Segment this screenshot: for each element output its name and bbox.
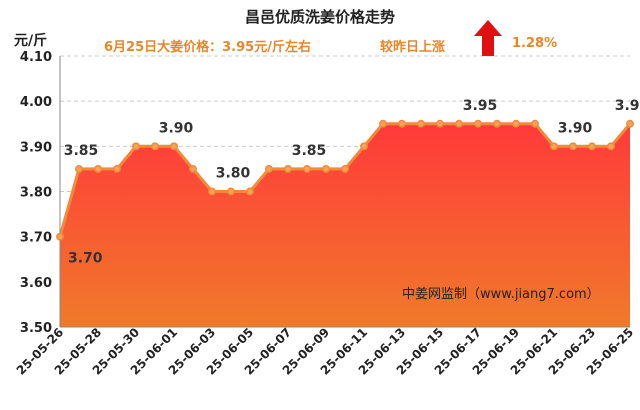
data-point — [56, 232, 64, 241]
up-arrow-icon — [474, 20, 502, 56]
data-point — [265, 164, 273, 173]
y-tick-label: 4.10 — [20, 50, 52, 65]
data-point — [550, 142, 558, 151]
y-tick-label: 3.90 — [20, 140, 52, 155]
data-point — [455, 119, 463, 128]
change-percent: 1.28% — [512, 36, 558, 51]
change-note: 较昨日上涨 — [380, 40, 446, 55]
data-point — [322, 164, 330, 173]
data-label: 3.85 — [64, 143, 99, 159]
data-point — [246, 187, 254, 196]
data-point — [607, 142, 615, 151]
data-point — [417, 119, 425, 128]
data-point — [75, 164, 83, 173]
data-point — [284, 164, 292, 173]
data-point — [379, 119, 387, 128]
watermark: 中姜网监制（www.jiang7.com） — [402, 287, 600, 302]
data-point — [341, 164, 349, 173]
data-point — [626, 119, 634, 128]
data-label: 3.95 — [615, 98, 640, 114]
chart-title: 昌邑优质洗姜价格走势 — [244, 8, 395, 26]
data-point — [436, 119, 444, 128]
x-tick-labels: 25-05-2625-05-2825-05-3025-06-0125-06-03… — [14, 325, 636, 377]
data-points — [56, 119, 634, 241]
y-tick-labels: 3.50 3.60 3.70 3.80 3.90 4.00 4.10 — [20, 50, 52, 336]
data-point — [151, 142, 159, 151]
data-point — [189, 164, 197, 173]
data-label: 3.90 — [558, 120, 593, 136]
data-point — [132, 142, 140, 151]
data-point — [512, 119, 520, 128]
data-label: 3.80 — [216, 166, 251, 182]
data-point — [170, 142, 178, 151]
data-point — [588, 142, 596, 151]
data-label: 3.90 — [159, 120, 194, 136]
data-point — [398, 119, 406, 128]
area-fill — [60, 123, 630, 327]
data-label: 3.70 — [68, 251, 103, 267]
y-tick-label: 3.50 — [20, 321, 52, 336]
y-tick-label: 3.60 — [20, 276, 52, 291]
data-label: 3.95 — [463, 98, 498, 114]
data-point — [113, 164, 121, 173]
y-tick-label: 4.00 — [20, 95, 52, 110]
y-axis-unit: 元/斤 — [14, 33, 48, 49]
data-point — [208, 187, 216, 196]
price-note: 6月25日大姜价格：3.95元/斤左右 — [104, 40, 311, 55]
data-point — [569, 142, 577, 151]
y-tick-label: 3.70 — [20, 231, 52, 246]
data-point — [94, 164, 102, 173]
data-labels: 3.70 3.85 3.90 3.80 3.85 3.95 3.90 3.95 — [64, 98, 640, 267]
y-tick-label: 3.80 — [20, 186, 52, 201]
data-label: 3.85 — [292, 143, 327, 159]
axes — [59, 56, 630, 328]
data-point — [493, 119, 501, 128]
data-point — [303, 164, 311, 173]
data-point — [360, 142, 368, 151]
data-point — [531, 119, 539, 128]
data-point — [227, 187, 235, 196]
data-point — [474, 119, 482, 128]
